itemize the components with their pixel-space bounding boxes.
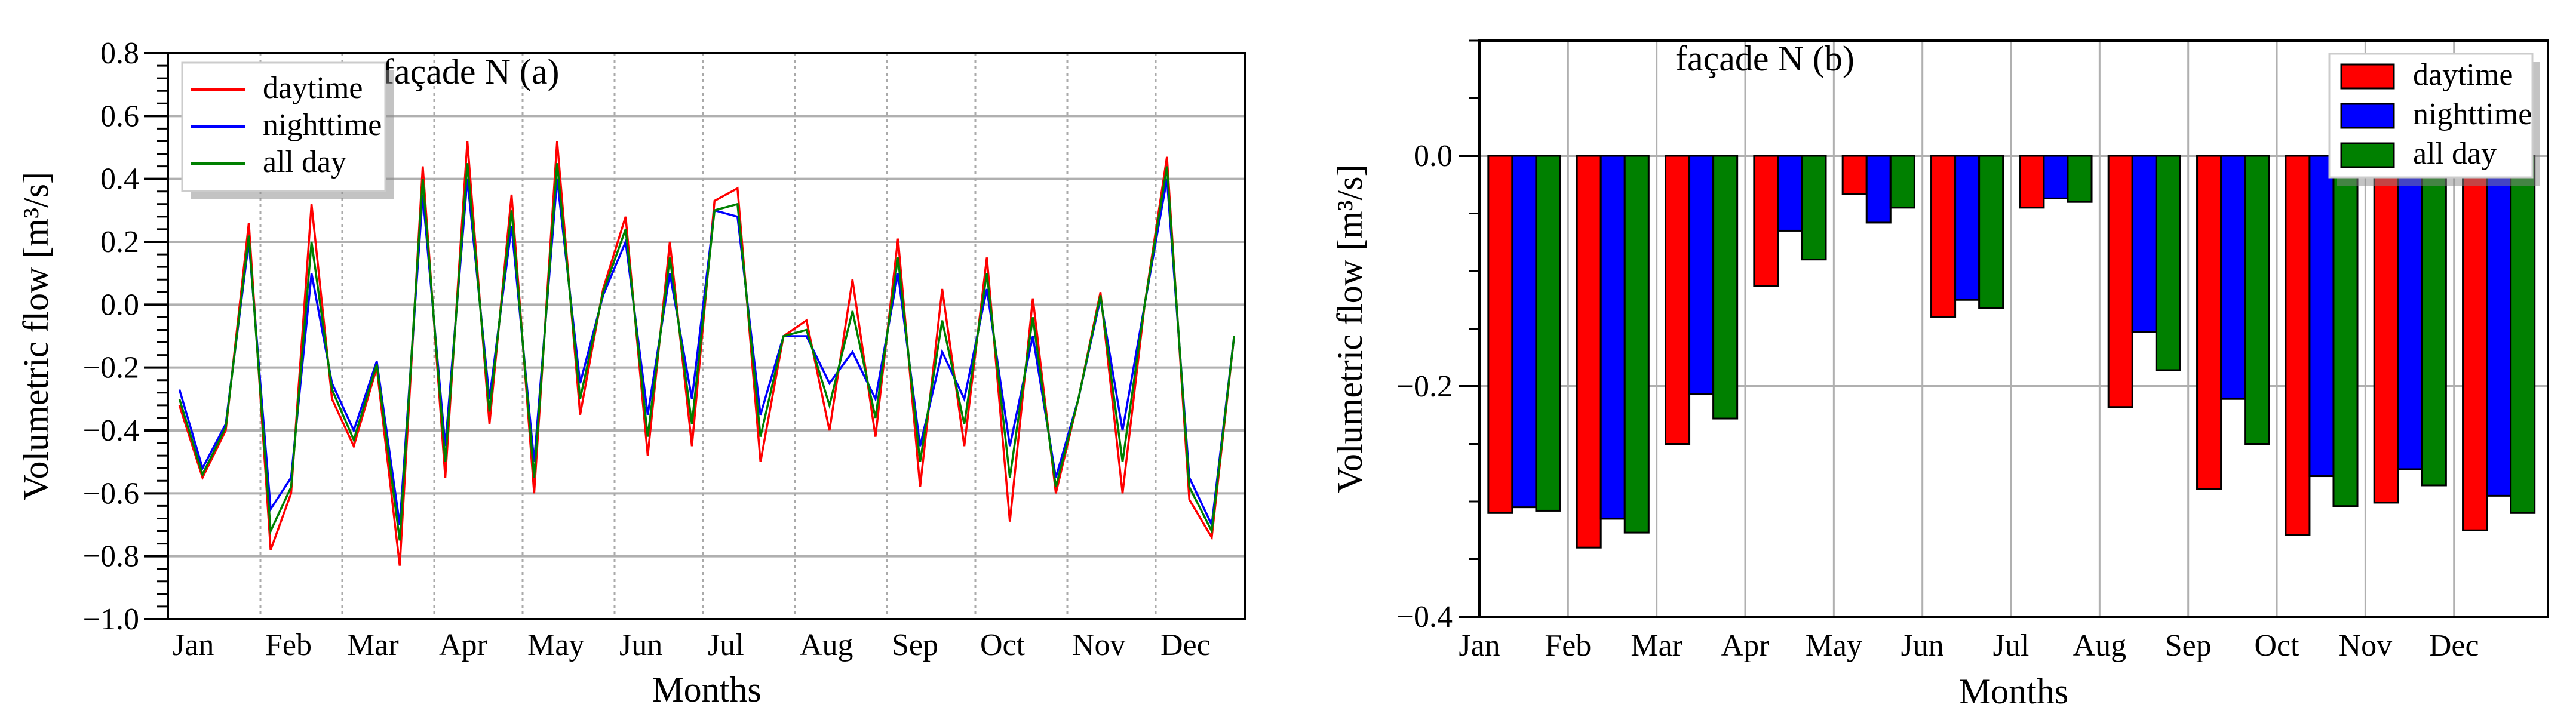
bar-all-day-Dec	[2510, 155, 2536, 514]
x-tick-label: Jan	[1459, 629, 1500, 663]
series-line-nighttime	[178, 179, 1236, 529]
bar-nighttime-May	[1865, 155, 1892, 224]
bar-daytime-Sep	[2196, 155, 2222, 490]
series-line-all-day	[178, 163, 1236, 541]
x-tick-label: Nov	[1072, 628, 1126, 662]
bar-nighttime-Aug	[2131, 155, 2157, 333]
legend-label: daytime	[2413, 58, 2513, 92]
bar-daytime-Jul	[2019, 155, 2045, 209]
legend-swatch-all-day	[2340, 142, 2395, 168]
bar-nighttime-Feb	[1599, 155, 1626, 520]
bar-daytime-Dec	[2462, 155, 2488, 531]
x-tick-label: Nov	[2339, 629, 2393, 663]
legend-label: all day	[263, 145, 346, 179]
y-tick-label: 0.0	[1414, 139, 1453, 173]
legend-label: nighttime	[2413, 97, 2532, 131]
x-tick-label: Dec	[2429, 629, 2479, 663]
x-tick-label: Mar	[1631, 629, 1682, 663]
bar-all-day-Aug	[2155, 155, 2181, 371]
x-tick-label: Jul	[1993, 629, 2030, 663]
bar-daytime-Nov	[2373, 155, 2399, 504]
bar-nighttime-Nov	[2397, 155, 2423, 470]
x-tick-label: Jan	[173, 628, 214, 662]
x-tick-label: Oct	[2254, 629, 2299, 663]
plot-frame	[1478, 39, 2549, 618]
y-tick-label: 0.4	[100, 162, 139, 196]
x-tick-label: Dec	[1160, 628, 1211, 662]
y-axis-label: Volumetric flow [m³/s]	[1330, 164, 1370, 493]
bar-daytime-Feb	[1576, 155, 1602, 549]
bar-nighttime-Oct	[2308, 155, 2335, 478]
x-tick-label: Apr	[1721, 629, 1770, 663]
bar-all-day-Nov	[2421, 155, 2447, 487]
bar-all-day-Mar	[1712, 155, 1739, 420]
x-tick-label: Jul	[708, 628, 744, 662]
y-tick-label: −0.8	[83, 540, 139, 574]
legend-label: nighttime	[263, 108, 382, 142]
chart-title: façade N (b)	[1675, 39, 1855, 78]
x-tick-label: Aug	[800, 628, 853, 662]
bar-all-day-Jun	[1978, 155, 2004, 309]
bar-daytime-May	[1841, 155, 1868, 195]
bar-daytime-Apr	[1753, 155, 1779, 287]
legend-label: daytime	[263, 71, 363, 105]
x-tick-label: Apr	[439, 628, 487, 662]
bar-nighttime-Mar	[1688, 155, 1715, 396]
x-tick-label: May	[527, 628, 584, 662]
bar-nighttime-Jul	[2043, 155, 2069, 199]
x-axis-label: Months	[652, 670, 761, 709]
y-tick-label: 0.2	[100, 225, 139, 259]
bar-daytime-Aug	[2107, 155, 2133, 408]
x-tick-label: Sep	[2165, 629, 2212, 663]
legend-swatch-daytime	[2340, 63, 2395, 90]
x-tick-label: Jun	[619, 628, 662, 662]
legend-swatch-nighttime	[2340, 103, 2395, 129]
x-tick-label: Aug	[2073, 629, 2127, 663]
series-line-daytime	[178, 141, 1236, 566]
bar-all-day-Jan	[1535, 155, 1561, 512]
y-tick-label: −0.2	[83, 351, 139, 385]
plot-frame	[167, 52, 1246, 620]
x-tick-label: Feb	[1545, 629, 1591, 663]
bar-nighttime-Jan	[1511, 155, 1537, 509]
bar-nighttime-Dec	[2486, 155, 2512, 497]
y-tick-label: 0.6	[100, 99, 139, 133]
x-tick-label: Jun	[1901, 629, 1944, 663]
bar-all-day-Jul	[2067, 155, 2093, 203]
x-tick-label: Sep	[892, 628, 938, 662]
y-tick-label: 0.8	[100, 36, 139, 70]
x-tick-label: Mar	[347, 628, 399, 662]
y-tick-label: 0.0	[100, 288, 139, 322]
x-tick-label: Feb	[265, 628, 312, 662]
bar-daytime-Jun	[1930, 155, 1957, 318]
y-tick-label: −0.6	[83, 476, 139, 510]
legend-label: all day	[2413, 137, 2497, 171]
x-tick-label: May	[1806, 629, 1862, 663]
bar-all-day-Sep	[2244, 155, 2270, 445]
y-tick-label: −1.0	[83, 602, 139, 636]
legend: daytime nighttime all day	[2328, 53, 2540, 186]
bar-daytime-Jan	[1487, 155, 1513, 514]
y-tick-label: −0.4	[83, 414, 139, 448]
bar-daytime-Oct	[2285, 155, 2311, 536]
x-axis-label: Months	[1959, 672, 2068, 711]
bar-nighttime-Apr	[1777, 155, 1803, 232]
chart-title: façade N (a)	[382, 52, 559, 91]
bar-nighttime-Jun	[1954, 155, 1981, 301]
bar-nighttime-Sep	[2220, 155, 2246, 400]
bar-all-day-May	[1889, 155, 1915, 209]
bar-all-day-Feb	[1623, 155, 1650, 534]
line-chart-facade-n-a: 0.8 0.6 0.4 0.2 0.0 −0.2 −0.4 −0.6 −0.8 −1.0 Jan Fe…	[16, 36, 1246, 709]
bar-all-day-Oct	[2332, 155, 2359, 507]
bar-all-day-Apr	[1801, 155, 1827, 261]
y-tick-label: −0.4	[1396, 600, 1453, 634]
y-tick-label: −0.2	[1396, 370, 1453, 404]
y-axis-label: Volumetric flow [m³/s]	[16, 172, 56, 500]
x-tick-label: Oct	[980, 628, 1026, 662]
bar-daytime-Mar	[1665, 155, 1691, 445]
